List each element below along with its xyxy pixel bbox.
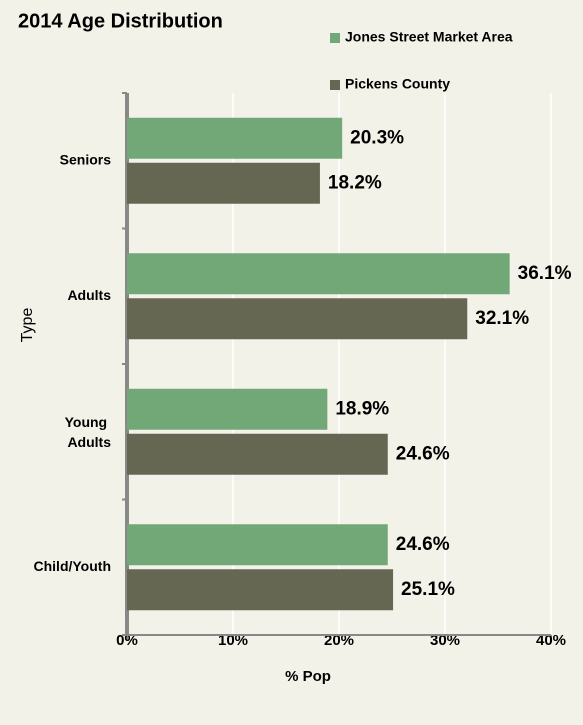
value-label: 32.1% bbox=[475, 308, 529, 329]
legend-label: Pickens County bbox=[345, 76, 450, 92]
bar bbox=[127, 388, 328, 430]
value-label: 18.9% bbox=[335, 398, 389, 419]
x-tick-label: 10% bbox=[218, 632, 248, 649]
x-tick-label: 30% bbox=[430, 632, 460, 649]
bar bbox=[127, 117, 343, 159]
value-label: 24.6% bbox=[396, 534, 450, 555]
y-tick-label: Child/Youth bbox=[34, 558, 112, 574]
bar bbox=[127, 569, 394, 611]
legend-swatch bbox=[330, 33, 340, 43]
bar bbox=[127, 162, 320, 204]
bar bbox=[127, 433, 388, 475]
value-label: 24.6% bbox=[396, 443, 450, 464]
value-label: 20.3% bbox=[350, 127, 404, 148]
bar bbox=[127, 298, 468, 340]
bar bbox=[127, 253, 510, 295]
value-label: 18.2% bbox=[328, 172, 382, 193]
value-label: 25.1% bbox=[401, 579, 455, 600]
y-tick-label: Seniors bbox=[60, 151, 112, 167]
x-tick-label: 0% bbox=[116, 632, 138, 649]
x-axis-label: % Pop bbox=[285, 668, 331, 685]
x-tick-label: 40% bbox=[536, 632, 566, 649]
bar bbox=[127, 524, 388, 566]
y-tick-label: Young Adults bbox=[65, 413, 112, 449]
value-label: 36.1% bbox=[518, 263, 572, 284]
chart-title: 2014 Age Distribution bbox=[18, 10, 223, 32]
y-tick-label: Adults bbox=[67, 287, 111, 303]
x-tick-label: 20% bbox=[324, 632, 354, 649]
legend-swatch bbox=[330, 80, 340, 90]
legend-label: Jones Street Market Area bbox=[345, 29, 513, 45]
y-axis-label: Type bbox=[19, 308, 36, 343]
